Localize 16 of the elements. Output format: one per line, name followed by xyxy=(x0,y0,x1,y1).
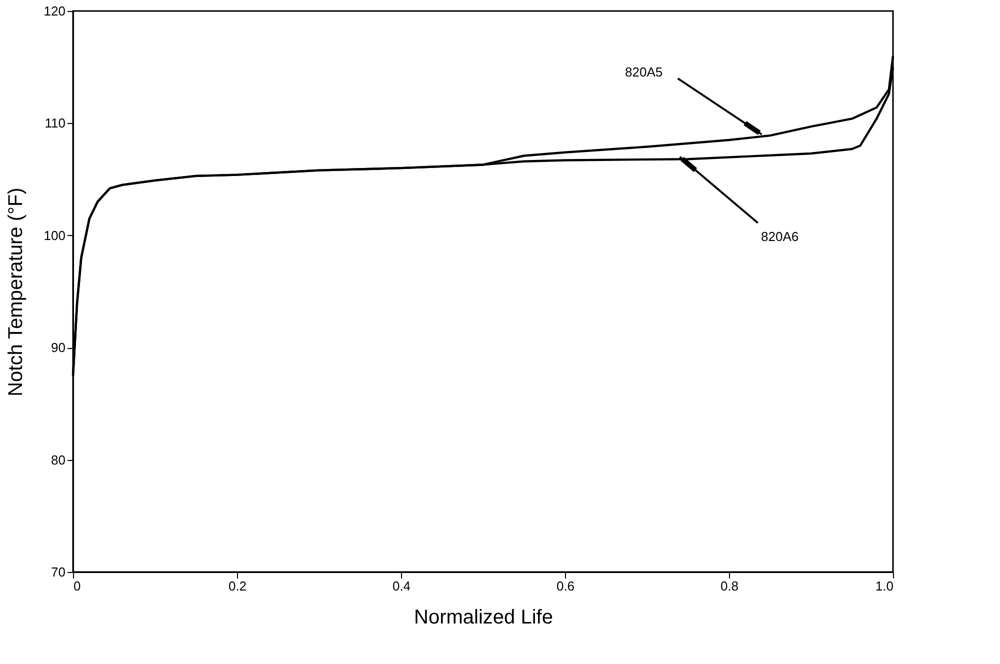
y-tick-label: 110 xyxy=(44,116,66,131)
x-tick-label: 1.0 xyxy=(875,578,894,594)
x-tick-label: 0.2 xyxy=(228,578,247,594)
x-tick-label: 0 xyxy=(74,578,81,594)
x-tick-label: 0.4 xyxy=(392,578,411,594)
annotation: 820A5 xyxy=(625,64,663,80)
annotation: 820A6 xyxy=(761,228,799,244)
y-axis-title: Notch Temperature (°F) xyxy=(4,188,27,396)
y-tick-label: 90 xyxy=(51,340,66,356)
x-axis-title: Normalized Life xyxy=(414,606,553,628)
x-tick-label: 0.6 xyxy=(556,578,575,594)
y-tick-label: 100 xyxy=(44,228,66,243)
y-tick-label: 80 xyxy=(51,452,66,468)
y-tick-label: 120 xyxy=(44,4,66,18)
y-tick-label: 70 xyxy=(51,564,66,580)
x-tick-label: 0.8 xyxy=(720,578,739,594)
